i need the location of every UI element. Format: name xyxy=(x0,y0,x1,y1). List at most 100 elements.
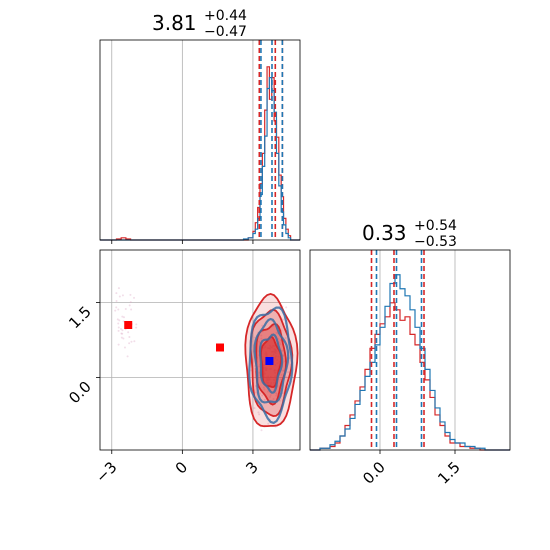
scatter-sample-point xyxy=(135,323,138,326)
scatter-sample-point xyxy=(123,346,126,349)
hist2-title: 0.33 xyxy=(362,221,407,245)
scatter-sample-point xyxy=(121,294,124,297)
scatter-sample-point xyxy=(260,334,263,337)
scatter-sample-point xyxy=(261,324,264,327)
scatter-sample-point xyxy=(118,295,121,298)
scatter-sample-point xyxy=(117,343,120,346)
scatter-sample-point xyxy=(129,301,132,304)
hist2-tick-label-x: 1.5 xyxy=(434,458,464,488)
scatter-sample-point xyxy=(258,413,261,416)
scatter-sample-point xyxy=(117,322,120,325)
scatter-sample-point xyxy=(126,355,129,358)
scatter-sample-point xyxy=(121,332,124,335)
scatter-sample-point xyxy=(278,341,281,344)
scatter-sample-point xyxy=(284,337,287,340)
scatter-sample-point xyxy=(130,308,133,311)
scatter-sample-point xyxy=(253,336,256,339)
scatter-sample-point xyxy=(282,354,285,357)
hist1-title-minus: −0.47 xyxy=(204,24,247,40)
scatter-sample-point xyxy=(122,316,125,319)
scatter-marker-blue xyxy=(265,357,274,365)
hist1-title-plus: +0.44 xyxy=(204,8,247,24)
scatter-sample-point xyxy=(272,397,275,400)
hist2-tick-label-x: 0.0 xyxy=(359,458,389,488)
scatter-sample-point xyxy=(117,308,120,311)
scatter-sample-point xyxy=(274,391,277,394)
scatter-tick-label-y: 0.0 xyxy=(65,378,95,408)
scatter-sample-point xyxy=(281,318,284,321)
scatter-sample-point xyxy=(257,411,260,414)
scatter-contour-blue xyxy=(258,333,284,394)
scatter-sample-point xyxy=(115,300,118,303)
scatter-contour-blue xyxy=(253,317,290,404)
scatter-sample-point xyxy=(255,391,258,394)
scatter-sample-point xyxy=(122,320,125,323)
hist2-title-plus: +0.54 xyxy=(414,218,457,234)
scatter-sample-point xyxy=(269,395,272,398)
scatter-sample-point xyxy=(262,386,265,389)
scatter-sample-point xyxy=(258,365,261,368)
scatter-sample-point xyxy=(266,390,269,393)
scatter-sample-point xyxy=(130,340,133,343)
scatter-sample-point xyxy=(279,343,282,346)
scatter-sample-point xyxy=(128,304,131,307)
scatter-sample-point xyxy=(263,388,266,391)
scatter-axes xyxy=(99,249,301,451)
scatter-tick-label-x: 0 xyxy=(172,458,191,477)
scatter-sample-point xyxy=(120,332,123,335)
hist1-series-blue xyxy=(100,77,300,241)
scatter-sample-point xyxy=(257,340,260,343)
scatter-sample-point xyxy=(117,326,120,329)
scatter-sample-point xyxy=(263,398,266,401)
scatter-sample-point xyxy=(118,319,121,322)
scatter-sample-point xyxy=(128,342,131,345)
scatter-sample-point xyxy=(120,336,123,339)
hist1-title: 3.81 xyxy=(152,11,197,35)
scatter-sample-point xyxy=(281,349,284,352)
scatter-sample-point xyxy=(275,331,278,334)
scatter-sample-point xyxy=(115,306,118,309)
scatter-sample-point xyxy=(275,392,278,395)
scatter-sample-point xyxy=(267,422,270,425)
scatter-contour-blue xyxy=(248,306,294,425)
scatter-sample-point xyxy=(279,339,282,342)
scatter-sample-point xyxy=(133,296,136,299)
scatter-sample-point xyxy=(269,394,272,397)
hist2-axes xyxy=(309,249,511,451)
scatter-sample-point xyxy=(275,394,278,397)
scatter-sample-point xyxy=(116,318,119,321)
scatter-sample-point xyxy=(114,309,117,312)
scatter-sample-point xyxy=(117,287,120,290)
scatter-sample-point xyxy=(127,331,130,334)
scatter-tick-label-y: 1.5 xyxy=(65,303,95,333)
hist2-series-blue xyxy=(310,274,510,451)
scatter-sample-point xyxy=(280,373,283,376)
scatter-sample-point xyxy=(129,293,132,296)
hist2-series-red xyxy=(310,302,510,451)
scatter-sample-point xyxy=(121,329,124,332)
hist1-series-red xyxy=(100,66,300,241)
scatter-sample-point xyxy=(117,329,120,332)
scatter-marker-red xyxy=(216,343,224,352)
scatter-sample-point xyxy=(260,337,263,340)
scatter-sample-point xyxy=(121,315,124,318)
scatter-tick-label-x: −3 xyxy=(92,458,120,486)
scatter-sample-point xyxy=(122,337,125,340)
scatter-sample-point xyxy=(124,308,127,311)
scatter-marker-red xyxy=(124,321,133,329)
hist2-title-minus: −0.53 xyxy=(414,234,457,250)
scatter-tick-label-x: 3 xyxy=(242,458,261,477)
scatter-sample-point xyxy=(260,429,263,432)
scatter-sample-point xyxy=(261,394,264,397)
scatter-sample-point xyxy=(259,392,262,395)
scatter-sample-point xyxy=(287,371,290,374)
scatter-sample-point xyxy=(253,407,256,410)
scatter-sample-point xyxy=(115,292,118,295)
scatter-sample-point xyxy=(282,369,285,372)
scatter-sample-point xyxy=(285,306,288,309)
scatter-sample-point xyxy=(133,340,136,343)
scatter-sample-point xyxy=(135,326,138,329)
scatter-sample-point xyxy=(285,376,288,379)
scatter-sample-point xyxy=(128,335,131,338)
